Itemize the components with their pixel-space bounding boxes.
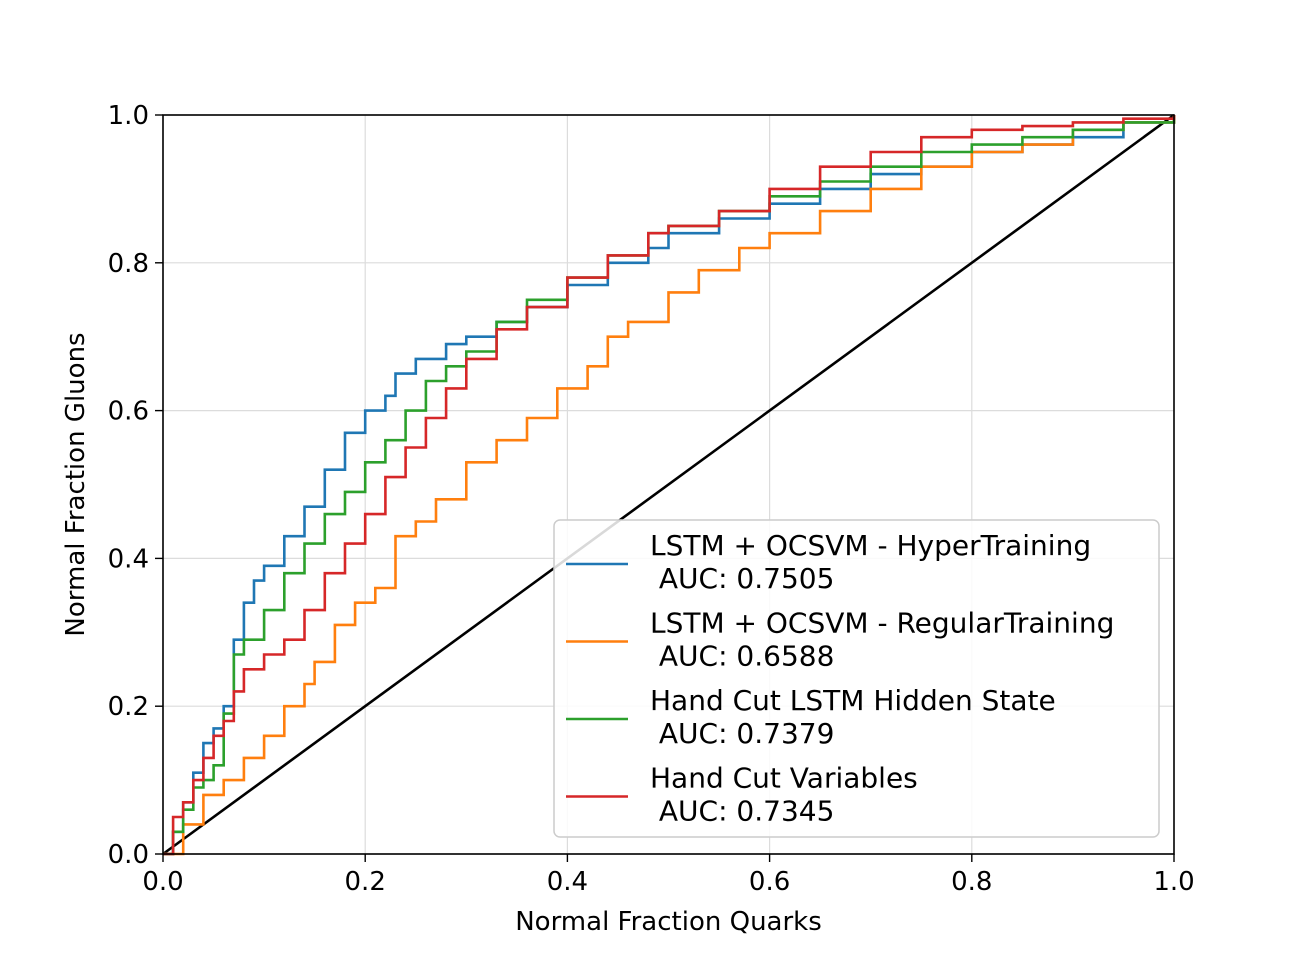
legend-label-4: Hand Cut Variables	[650, 762, 918, 795]
series-line-4	[163, 115, 1176, 856]
legend-auc-3: AUC: 0.7379	[650, 717, 834, 750]
legend-box	[553, 519, 1160, 838]
y-tick-label: 1.0	[108, 101, 149, 131]
y-tick-label: 0.8	[108, 249, 149, 279]
plot-frame	[162, 114, 1175, 855]
legend-label-2: LSTM + OCSVM - RegularTraining	[650, 607, 1114, 640]
x-tick-label: 0.2	[345, 867, 386, 897]
x-tick-label: 0.6	[749, 867, 790, 897]
x-tick-label: 0.4	[547, 867, 588, 897]
x-tick-label: 0.8	[951, 867, 992, 897]
ticks: 0.0 0.2 0.4 0.6 0.8 1.0 0.0 0.2 0.4 0.6 0.8 1.0	[108, 101, 1195, 897]
series-line-2	[163, 115, 1176, 856]
legend-auc-4: AUC: 0.7345	[650, 795, 834, 828]
legend-label-3: Hand Cut LSTM Hidden State	[650, 684, 1056, 717]
x-tick-label: 1.0	[1153, 867, 1194, 897]
legend-auc-1: AUC: 0.7505	[650, 562, 834, 595]
random-guess-line	[162, 113, 1175, 856]
legend-label-1: LSTM + OCSVM - HyperTraining	[650, 529, 1091, 562]
y-tick-label: 0.4	[108, 544, 149, 574]
y-tick-label: 0.6	[108, 397, 149, 427]
legend-auc-2: AUC: 0.6588	[650, 640, 834, 673]
series-layer	[163, 115, 1176, 856]
x-axis-title: Normal Fraction Quarks	[515, 907, 822, 937]
y-tick-label: 0.0	[108, 840, 149, 870]
legend: LSTM + OCSVM - HyperTraining AUC: 0.7505…	[553, 519, 1160, 838]
y-tick-label: 0.2	[108, 692, 149, 722]
reference-diagonal	[162, 113, 1175, 856]
y-axis-title: Normal Fraction Gluons	[61, 332, 91, 636]
x-tick-label: 0.0	[142, 867, 183, 897]
